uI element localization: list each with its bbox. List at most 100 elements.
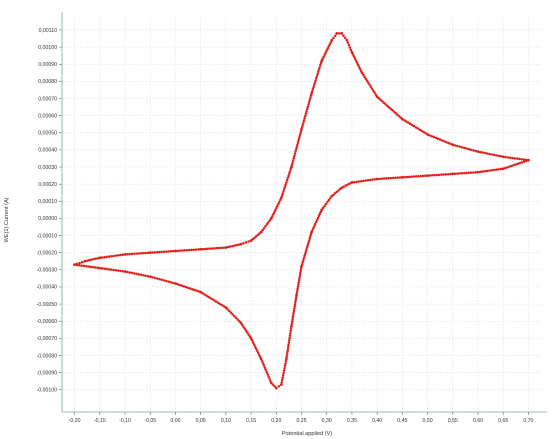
data-point-interp xyxy=(242,242,245,245)
data-point-interp xyxy=(94,257,97,261)
data-point-interp xyxy=(520,161,524,164)
y-tick-label: -0,00020 xyxy=(37,250,58,256)
data-point xyxy=(249,336,253,340)
data-point-interp xyxy=(137,273,141,276)
data-point-interp xyxy=(216,301,220,305)
data-point-interp xyxy=(302,121,305,124)
data-point-interp xyxy=(146,251,150,255)
data-point-interp xyxy=(103,255,106,259)
data-point-interp xyxy=(178,283,181,287)
y-tick-label: -0,00090 xyxy=(37,370,58,376)
data-point xyxy=(148,251,152,255)
data-point-interp xyxy=(315,76,318,80)
data-point-interp xyxy=(384,102,387,106)
x-tick-label: 0,40 xyxy=(372,418,382,424)
y-tick-label: -0,00080 xyxy=(37,353,58,359)
x-tick-label: 0,70 xyxy=(523,418,533,424)
data-point-interp xyxy=(465,147,468,150)
y-tick-label: -0,00060 xyxy=(37,319,58,325)
data-point-interp xyxy=(269,379,272,382)
data-point-interp xyxy=(293,305,296,308)
data-point-interp xyxy=(362,73,365,77)
data-point-interp xyxy=(299,271,302,275)
data-point-interp xyxy=(497,168,500,171)
x-tick-label: -0,05 xyxy=(144,418,156,424)
data-point-interp xyxy=(294,150,297,153)
data-point-interp xyxy=(355,61,359,64)
data-point-interp xyxy=(282,369,286,372)
data-point-interp xyxy=(181,249,184,252)
data-point-interp xyxy=(276,204,279,208)
data-point-interp xyxy=(296,143,299,147)
data-point-interp xyxy=(280,381,284,384)
axes xyxy=(59,12,547,415)
data-point-interp xyxy=(112,268,115,272)
data-point-interp xyxy=(474,171,477,174)
data-point-interp xyxy=(162,279,166,282)
data-point-interp xyxy=(264,368,267,372)
data-point-interp xyxy=(155,277,159,280)
data-point-interp xyxy=(308,98,311,102)
data-point-interp xyxy=(404,120,408,123)
data-point-interp xyxy=(291,159,295,162)
y-tick-label: 0,00100 xyxy=(38,45,57,51)
data-point xyxy=(73,263,77,267)
data-point-interp xyxy=(298,274,302,277)
data-point xyxy=(290,324,293,328)
data-point-interp xyxy=(231,313,234,316)
data-point-interp xyxy=(116,254,120,257)
data-point-interp xyxy=(192,248,196,251)
data-point-interp xyxy=(286,350,289,354)
data-point xyxy=(320,208,324,212)
data-point-interp xyxy=(311,89,314,93)
data-point-interp xyxy=(483,151,487,155)
data-point-interp xyxy=(285,355,288,358)
data-point-interp xyxy=(424,132,427,135)
data-point-interp xyxy=(236,318,239,321)
data-point-interp xyxy=(379,98,382,102)
data-point-interp xyxy=(309,235,312,238)
data-point-interp xyxy=(370,87,374,91)
y-tick-label: -0,00070 xyxy=(37,336,58,342)
data-point-interp xyxy=(314,220,318,224)
data-point-interp xyxy=(346,41,350,44)
data-point-interp xyxy=(282,371,285,375)
data-point-interp xyxy=(110,268,113,271)
data-point-interp xyxy=(435,173,438,177)
data-point-interp xyxy=(186,286,190,290)
data-point-interp xyxy=(297,278,301,282)
data-point-interp xyxy=(342,185,346,188)
data-point-interp xyxy=(442,173,445,176)
data-point xyxy=(476,170,480,174)
data-point-interp xyxy=(80,260,84,264)
data-point-interp xyxy=(522,158,526,161)
data-point-interp xyxy=(479,170,482,174)
data-point-interp xyxy=(382,177,386,180)
data-point-interp xyxy=(304,250,308,253)
data-point-interp xyxy=(318,212,322,216)
data-point-interp xyxy=(284,183,287,186)
data-point-interp xyxy=(233,244,236,247)
data-point-interp xyxy=(300,125,304,129)
data-point-interp xyxy=(207,295,210,299)
data-point-interp xyxy=(490,169,493,172)
y-tick-label: 0,00050 xyxy=(38,131,57,137)
data-point-interp xyxy=(327,45,330,48)
data-point-interp xyxy=(343,36,347,40)
data-point-interp xyxy=(337,189,340,192)
data-point-interp xyxy=(211,297,214,301)
data-point-interp xyxy=(231,244,234,248)
data-point-interp xyxy=(87,265,90,268)
data-point xyxy=(350,181,354,184)
data-point-interp xyxy=(299,267,303,270)
data-point-interp xyxy=(291,161,294,164)
data-point-interp xyxy=(410,123,414,127)
data-point-interp xyxy=(212,299,216,302)
data-point-interp xyxy=(510,164,513,168)
data-point-interp xyxy=(373,178,377,181)
data-point-interp xyxy=(158,250,161,254)
data-point-interp xyxy=(279,198,282,202)
data-point-interp xyxy=(488,169,491,172)
data-point xyxy=(174,282,177,285)
